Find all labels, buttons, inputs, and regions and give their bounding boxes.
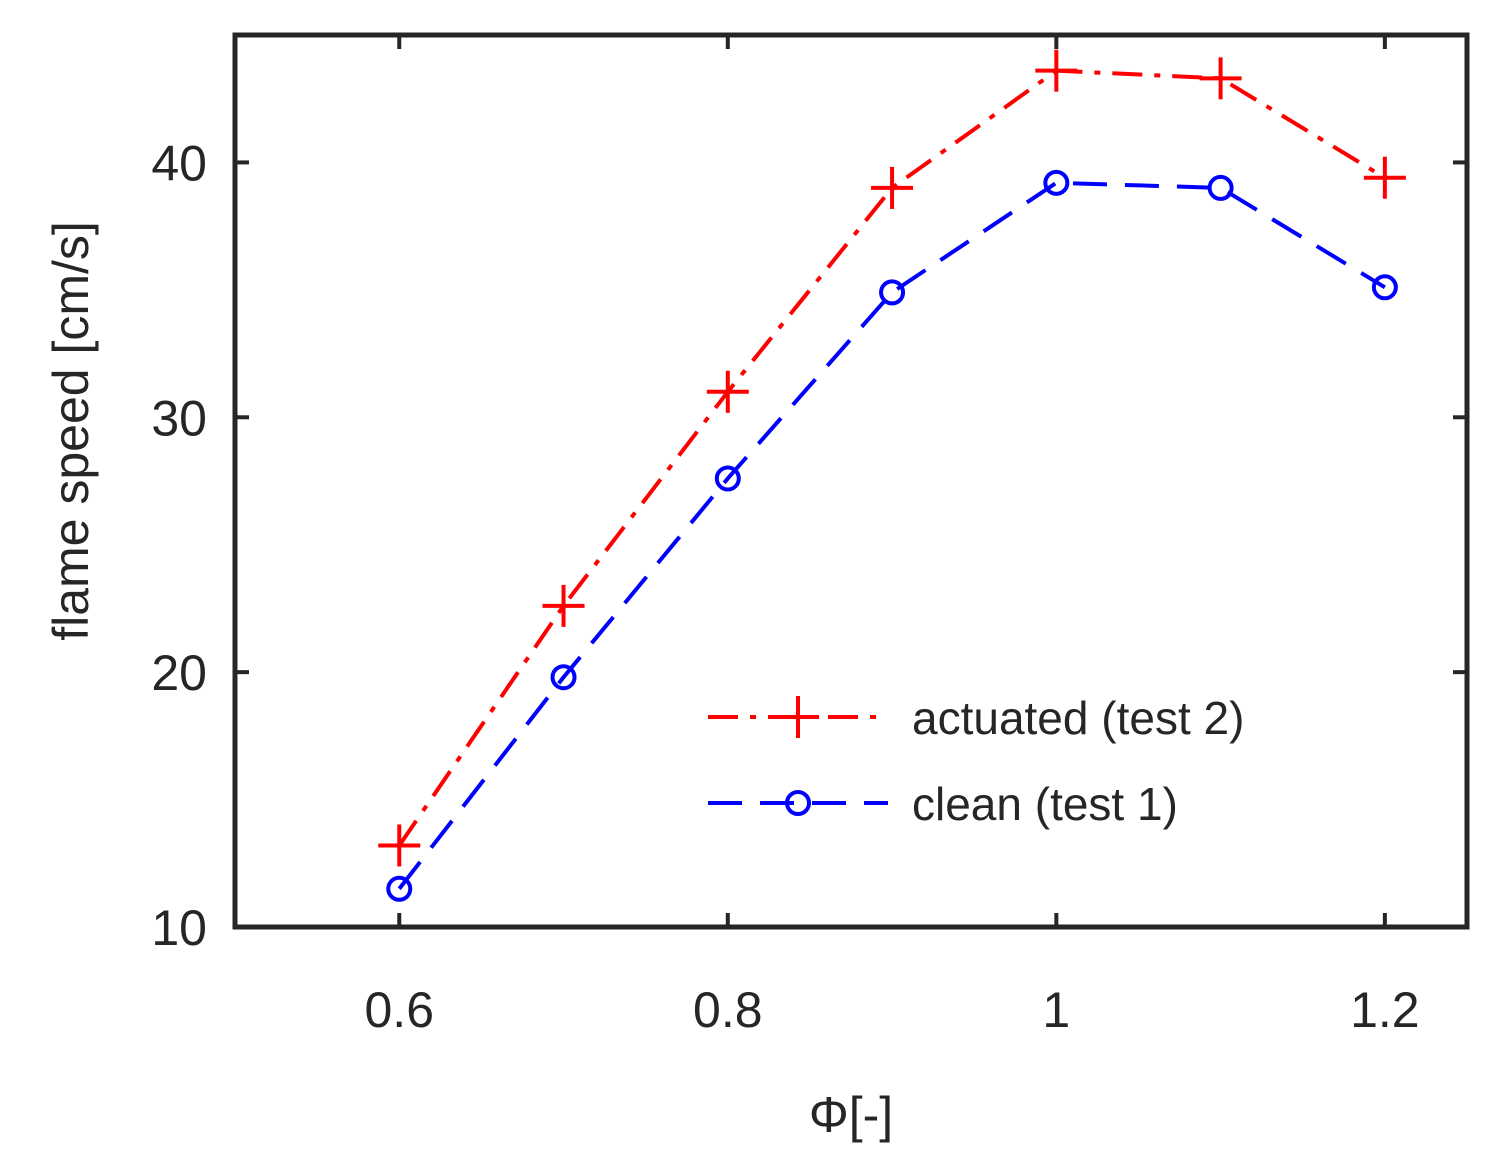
data-point-circle bbox=[1043, 169, 1070, 196]
series-line-2 bbox=[397, 180, 1386, 890]
legend-marker-1 bbox=[777, 696, 819, 738]
plot-frame bbox=[232, 32, 1470, 930]
y-tick-label: 30 bbox=[151, 390, 207, 446]
data-point-circle bbox=[1371, 274, 1398, 301]
data-point-circle bbox=[386, 875, 413, 902]
y-axis-title: flame speed [cm/s] bbox=[43, 221, 99, 641]
x-axis-title: Φ[-] bbox=[809, 1087, 893, 1143]
data-point-plus bbox=[871, 166, 914, 209]
y-tick-label: 40 bbox=[151, 135, 207, 191]
data-point-plus bbox=[1035, 49, 1078, 92]
data-point-plus bbox=[706, 370, 749, 413]
ticks-layer: 0.6 0.8 1 1.2 10 20 30 40 bbox=[151, 35, 1467, 1038]
x-tick-label: 0.8 bbox=[693, 982, 763, 1038]
legend-marker-2 bbox=[785, 790, 811, 816]
x-tick-label: 0.6 bbox=[365, 982, 435, 1038]
data-point-plus bbox=[1199, 57, 1242, 100]
data-point-plus bbox=[378, 824, 421, 867]
x-tick-label: 1.2 bbox=[1350, 982, 1420, 1038]
y-tick-label: 10 bbox=[151, 900, 207, 956]
data-point-plus bbox=[542, 584, 585, 627]
x-tick-label: 1 bbox=[1042, 982, 1070, 1038]
data-point-circle bbox=[550, 664, 577, 691]
data-point-circle bbox=[714, 465, 741, 492]
data-point-circle bbox=[879, 279, 906, 306]
data-point-circle bbox=[1207, 174, 1234, 201]
data-point-plus bbox=[1363, 156, 1406, 199]
series-layer bbox=[378, 49, 1406, 902]
legend-label-1: actuated (test 2) bbox=[912, 692, 1244, 744]
y-tick-label: 20 bbox=[151, 645, 207, 701]
legend: actuated (test 2) clean (test 1) bbox=[708, 692, 1244, 830]
legend-label-2: clean (test 1) bbox=[912, 778, 1178, 830]
